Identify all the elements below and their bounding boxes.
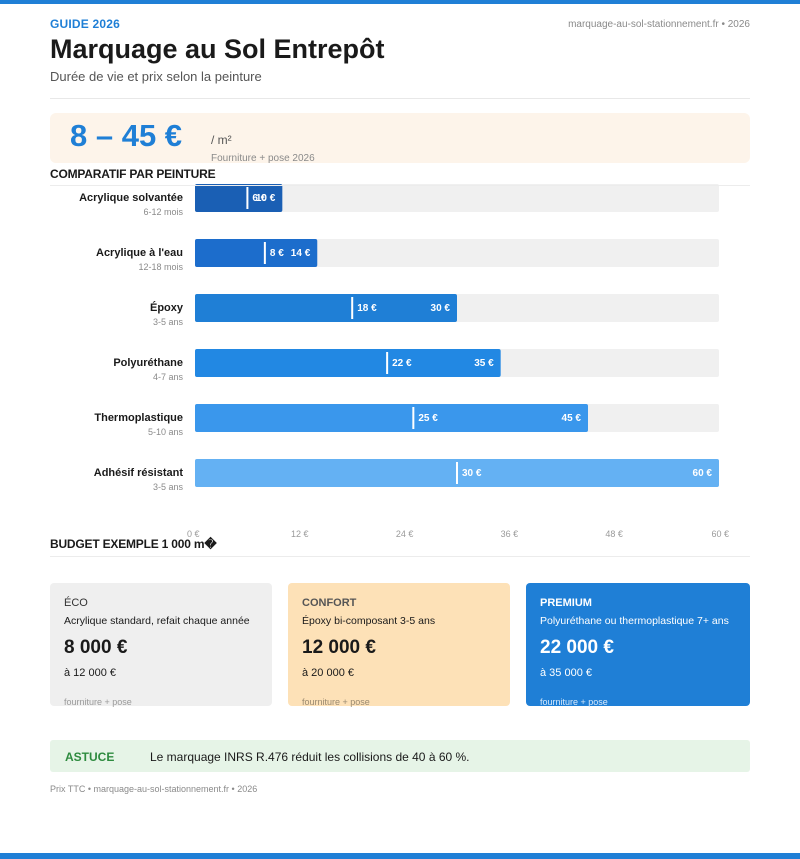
card-description: Acrylique standard, refait chaque année xyxy=(64,615,250,627)
card-price-max: à 35 000 € xyxy=(540,667,592,679)
budget-card-confort: CONFORT Époxy bi-composant 3-5 ans 12 00… xyxy=(288,583,510,707)
card-description: Polyuréthane ou thermoplastique 7+ ans xyxy=(540,615,729,627)
max-price-label: 60 € xyxy=(693,468,713,479)
section-title-budget: BUDGET EXEMPLE 1 000 m� xyxy=(50,537,217,551)
row-label: Adhésif résistant xyxy=(94,467,184,479)
max-price-label: 14 € xyxy=(291,248,311,259)
row-lifetime: 5-10 ans xyxy=(148,427,184,437)
min-price-marker xyxy=(386,352,389,374)
row-lifetime: 4-7 ans xyxy=(153,372,184,382)
bottom-accent-bar xyxy=(0,853,800,859)
bar-track xyxy=(195,239,719,267)
section-divider-comparatif xyxy=(50,185,750,186)
min-price-label: 25 € xyxy=(418,413,438,424)
row-lifetime: 6-12 mois xyxy=(143,207,183,217)
section-title-comparatif: COMPARATIF PAR PEINTURE xyxy=(50,167,216,181)
card-name: ÉCO xyxy=(64,597,88,609)
min-price-marker xyxy=(456,462,458,484)
row-label: Acrylique solvantée xyxy=(79,192,183,204)
card-price: 12 000 € xyxy=(302,637,376,658)
price-note: Fourniture + pose 2026 xyxy=(211,153,315,164)
x-tick-label: 24 € xyxy=(396,529,414,539)
min-price-label: 22 € xyxy=(392,358,412,369)
section-divider-budget xyxy=(50,556,750,557)
page-title: Marquage au Sol Entrepôt xyxy=(50,34,385,64)
x-tick-label: 0 € xyxy=(187,529,200,539)
card-note: fourniture + pose xyxy=(302,697,370,707)
card-description: Époxy bi-composant 3-5 ans xyxy=(302,615,436,627)
site-url: marquage-au-sol-stationnement.fr • 2026 xyxy=(568,19,750,30)
min-price-marker xyxy=(351,297,354,319)
card-price: 22 000 € xyxy=(540,637,614,658)
budget-card-premium: PREMIUM Polyuréthane ou thermoplastique … xyxy=(526,583,750,707)
min-price-label: 30 € xyxy=(462,468,482,479)
price-bar xyxy=(195,349,501,377)
card-name: PREMIUM xyxy=(540,597,592,609)
x-tick-label: 48 € xyxy=(605,529,623,539)
card-name: CONFORT xyxy=(302,597,357,609)
row-lifetime: 3-5 ans xyxy=(153,317,184,327)
row-lifetime: 12-18 mois xyxy=(138,262,183,272)
max-price-label: 30 € xyxy=(431,303,451,314)
min-price-label: 8 € xyxy=(270,248,284,259)
tip-text: Le marquage INRS R.476 réduit les collis… xyxy=(150,750,470,764)
x-tick-label: 12 € xyxy=(291,529,309,539)
row-label: Acrylique à l'eau xyxy=(96,247,183,259)
max-price-label: 45 € xyxy=(562,413,582,424)
x-tick-label: 60 € xyxy=(711,529,729,539)
price-comparison-chart: Acrylique solvantée 6-12 mois 6 €10 € Acryl… xyxy=(79,184,729,539)
price-bar xyxy=(195,404,588,432)
tip-box xyxy=(50,740,750,772)
min-price-marker xyxy=(412,407,415,429)
tip-label: ASTUCE xyxy=(65,750,115,764)
footer-note: Prix TTC • marquage-au-sol-stationnement… xyxy=(50,784,258,794)
min-price-label: 18 € xyxy=(357,303,377,314)
card-price-max: à 12 000 € xyxy=(64,667,116,679)
min-price-marker xyxy=(263,242,266,264)
guide-label: GUIDE 2026 xyxy=(50,17,121,31)
price-bar xyxy=(195,184,283,212)
max-price-label: 35 € xyxy=(474,358,494,369)
x-tick-label: 36 € xyxy=(501,529,519,539)
row-label: Polyuréthane xyxy=(113,357,183,369)
budget-card-eco: ÉCO Acrylique standard, refait chaque an… xyxy=(50,583,272,707)
price-unit: / m² xyxy=(211,133,232,147)
card-note: fourniture + pose xyxy=(540,697,608,707)
price-bar xyxy=(195,294,457,322)
row-lifetime: 3-5 ans xyxy=(153,482,184,492)
top-accent-bar xyxy=(0,0,800,4)
max-price-label: 10 € xyxy=(256,193,276,204)
price-range: 8 – 45 € xyxy=(70,118,183,153)
header-divider xyxy=(50,98,750,99)
card-note: fourniture + pose xyxy=(64,697,132,707)
page-subtitle: Durée de vie et prix selon la peinture xyxy=(50,69,262,84)
card-price: 8 000 € xyxy=(64,637,128,658)
row-label: Époxy xyxy=(150,301,184,314)
min-price-marker xyxy=(246,187,249,209)
card-price-max: à 20 000 € xyxy=(302,667,354,679)
price-bar xyxy=(195,239,318,267)
row-label: Thermoplastique xyxy=(94,412,183,424)
min-price-label: 6 € xyxy=(252,193,266,204)
bar-track xyxy=(195,184,719,212)
price-box xyxy=(50,113,750,163)
